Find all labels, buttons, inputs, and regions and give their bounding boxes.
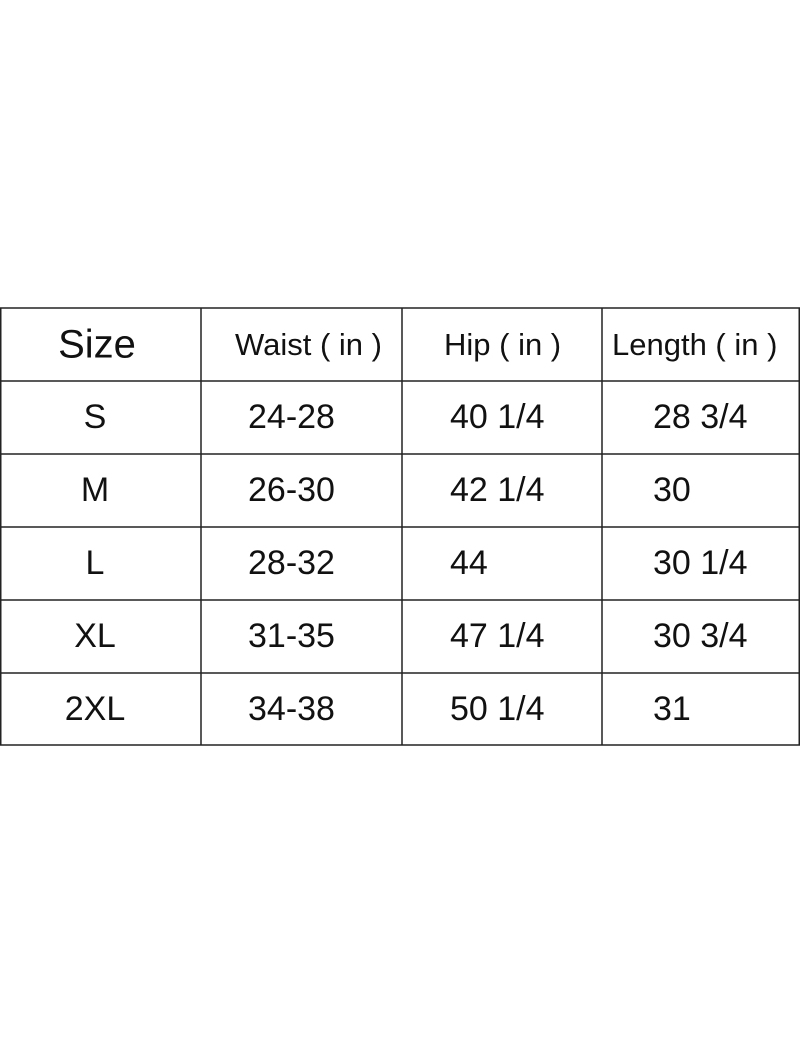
value-cell: 31	[653, 690, 691, 728]
size-cell: XL	[74, 617, 116, 655]
size-cell: L	[86, 544, 105, 582]
value-cell: 44	[450, 544, 488, 582]
value-cell: 28 3/4	[653, 398, 748, 436]
value-cell: 24-28	[248, 398, 335, 436]
value-cell: 30 1/4	[653, 544, 748, 582]
header-cell: Waist ( in )	[235, 327, 382, 362]
size-cell: M	[81, 471, 109, 509]
value-cell: 30 3/4	[653, 617, 748, 655]
value-cell: 40 1/4	[450, 398, 545, 436]
value-cell: 47 1/4	[450, 617, 545, 655]
header-cell: Size	[58, 323, 136, 367]
size-cell: S	[84, 398, 107, 436]
value-cell: 26-30	[248, 471, 335, 509]
value-cell: 42 1/4	[450, 471, 545, 509]
value-cell: 31-35	[248, 617, 335, 655]
header-cell: Hip ( in )	[444, 327, 561, 362]
value-cell: 30	[653, 471, 691, 509]
value-cell: 28-32	[248, 544, 335, 582]
value-cell: 34-38	[248, 690, 335, 728]
value-cell: 50 1/4	[450, 690, 545, 728]
header-cell: Length ( in )	[612, 327, 777, 362]
size-cell: 2XL	[65, 690, 126, 728]
